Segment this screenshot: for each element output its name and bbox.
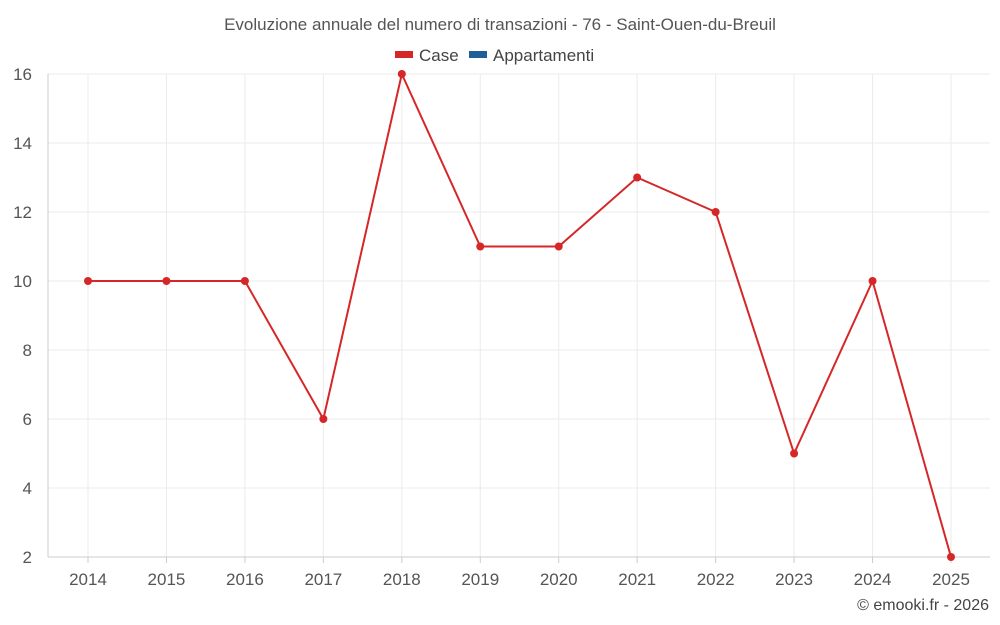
x-tick-label: 2019 — [461, 570, 499, 589]
data-point-2016[interactable] — [240, 277, 249, 285]
chart-title: Evoluzione annuale del numero di transaz… — [224, 15, 776, 34]
data-point-2015[interactable] — [162, 277, 171, 285]
y-tick-label: 2 — [23, 548, 32, 567]
x-tick-label: 2017 — [304, 570, 342, 589]
grid-layer — [48, 73, 990, 557]
y-tick-label: 12 — [13, 203, 32, 222]
legend[interactable]: Case Appartamenti — [395, 46, 594, 65]
y-tick-label: 16 — [13, 65, 32, 84]
x-tick-label: 2025 — [932, 570, 970, 589]
y-tick-label: 4 — [23, 479, 32, 498]
data-point-2018[interactable] — [397, 70, 406, 78]
y-tick-label: 10 — [13, 272, 32, 291]
x-tick-label: 2022 — [697, 570, 735, 589]
data-point-2021[interactable] — [633, 173, 642, 182]
data-point-2017[interactable] — [319, 415, 328, 423]
axis-layer: 2 4 6 8 10 12 14 16 2014 2015 2016 2017 2018 2019 2020… — [13, 65, 990, 589]
legend-label-case: Case — [419, 46, 459, 65]
x-tick-label: 2021 — [618, 570, 656, 589]
series-layer — [84, 70, 955, 561]
legend-swatch-case — [395, 51, 413, 58]
data-point-2014[interactable] — [84, 277, 92, 285]
data-point-2019[interactable] — [476, 242, 485, 251]
y-tick-label: 6 — [23, 410, 32, 429]
x-tick-label: 2020 — [540, 570, 578, 589]
x-tick-label: 2018 — [383, 570, 421, 589]
data-point-2023[interactable] — [790, 449, 799, 458]
x-tick-label: 2023 — [775, 570, 813, 589]
series-line-case — [88, 73, 952, 558]
credit-text: © emooki.fr - 2026 — [857, 597, 989, 614]
y-tick-label: 8 — [23, 341, 32, 360]
legend-item-case[interactable]: Case — [395, 46, 459, 65]
x-tick-label: 2014 — [69, 570, 107, 589]
x-tick-label: 2015 — [148, 570, 186, 589]
data-point-2020[interactable] — [554, 242, 563, 251]
legend-item-appartamenti[interactable]: Appartamenti — [469, 46, 594, 65]
legend-label-appartamenti: Appartamenti — [493, 46, 594, 65]
x-tick-label: 2016 — [226, 570, 264, 589]
x-tick-label: 2024 — [854, 570, 892, 589]
legend-swatch-appartamenti — [469, 51, 487, 58]
data-point-2024[interactable] — [868, 277, 877, 285]
data-point-2025[interactable] — [947, 553, 955, 561]
data-point-2022[interactable] — [711, 208, 720, 216]
y-tick-label: 14 — [13, 134, 32, 153]
